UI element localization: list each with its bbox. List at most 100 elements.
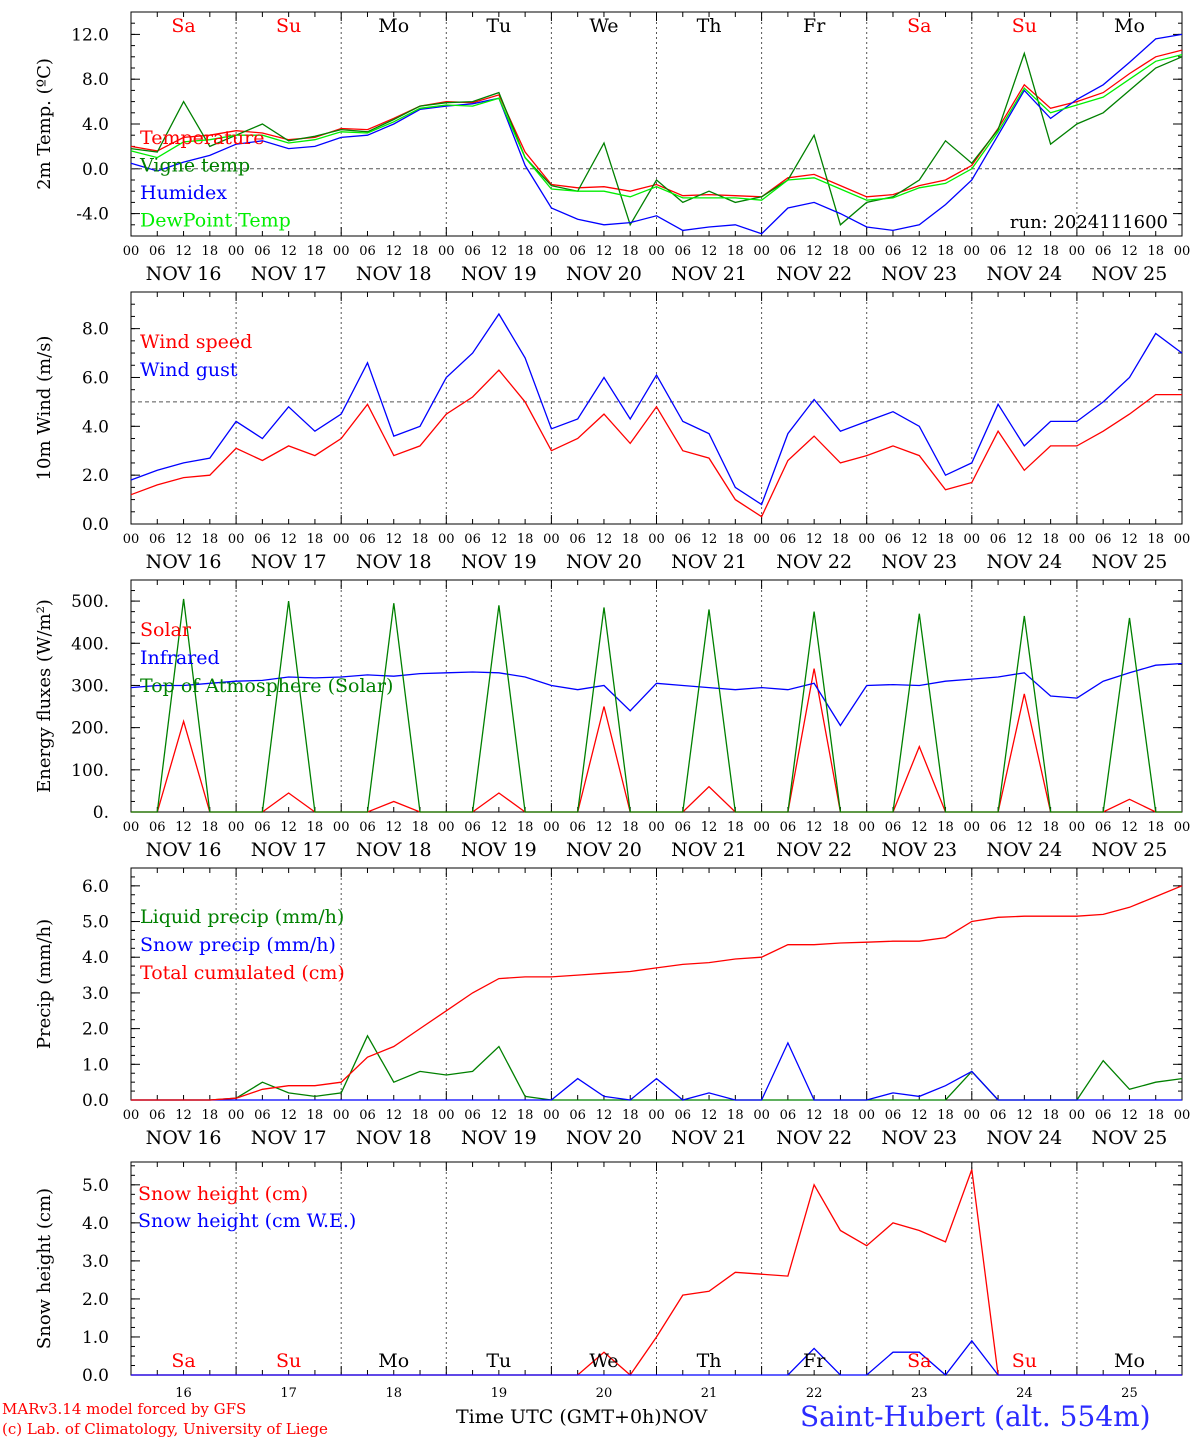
hour-tick-label: 00	[438, 244, 455, 259]
hour-tick-label: 06	[569, 1108, 586, 1123]
date-label: NOV 21	[671, 551, 747, 573]
hour-tick-label: 00	[123, 244, 140, 259]
hour-tick-label: 06	[780, 820, 797, 835]
hour-tick-label: 06	[149, 532, 166, 547]
y-tick-label: -4.0	[76, 205, 109, 225]
hour-tick-label: 12	[175, 244, 192, 259]
y-tick-label: 0.0	[82, 1366, 109, 1386]
day-name: Th	[697, 1350, 722, 1372]
y-tick-label: 100.	[71, 761, 109, 781]
hour-tick-label: 06	[885, 532, 902, 547]
hour-tick-label: 18	[937, 820, 954, 835]
time-axis-text: Time UTC (GMT+0h)	[456, 1406, 662, 1428]
legend-entry: Snow precip (mm/h)	[140, 934, 336, 956]
day-name: Sa	[171, 1350, 195, 1372]
y-axis-label: 10m Wind (m/s)	[34, 336, 55, 481]
series-line	[130, 33, 1183, 235]
date-label: NOV 16	[146, 1127, 222, 1149]
hour-tick-label: 18	[832, 532, 849, 547]
hour-tick-label: 06	[464, 244, 481, 259]
day-name: Tu	[486, 15, 511, 37]
day-number: 17	[280, 1386, 297, 1401]
hour-tick-label: 00	[964, 820, 981, 835]
date-label: NOV 18	[356, 839, 432, 861]
date-label: NOV 17	[251, 551, 327, 573]
hour-tick-label: 00	[543, 820, 560, 835]
time-axis-month: NOV	[661, 1406, 708, 1428]
date-label: NOV 24	[986, 1127, 1062, 1149]
day-name: Mo	[378, 15, 409, 37]
hour-tick-label: 12	[280, 532, 297, 547]
date-label: NOV 19	[461, 839, 537, 861]
hour-tick-label: 06	[780, 244, 797, 259]
hour-tick-label: 12	[806, 820, 823, 835]
hour-tick-label: 00	[964, 532, 981, 547]
hour-tick-label: 12	[701, 244, 718, 259]
day-number: 19	[491, 1386, 508, 1401]
date-label: NOV 19	[461, 1127, 537, 1149]
legend-entry: Humidex	[140, 182, 227, 204]
y-tick-label: 2.0	[82, 466, 109, 486]
series-line	[131, 885, 1183, 1101]
hour-tick-label: 18	[832, 820, 849, 835]
legend-entry: DewPoint Temp	[140, 210, 291, 232]
date-label: NOV 23	[881, 1127, 957, 1149]
model-credit: MARv3.14 model forced by GFS	[2, 1400, 247, 1418]
hour-tick-label: 00	[1174, 244, 1191, 259]
date-label: NOV 20	[566, 551, 642, 573]
y-tick-label: 2.0	[82, 1020, 109, 1040]
hour-tick-label: 18	[517, 1108, 534, 1123]
hour-tick-label: 12	[701, 1108, 718, 1123]
hour-tick-label: 06	[1095, 244, 1112, 259]
hour-tick-label: 06	[1095, 820, 1112, 835]
date-label: NOV 25	[1092, 839, 1168, 861]
hour-tick-label: 18	[1042, 820, 1059, 835]
y-tick-label: 200.	[71, 719, 109, 739]
hour-tick-label: 18	[727, 820, 744, 835]
series-line	[130, 369, 1182, 518]
hour-tick-label: 06	[885, 1108, 902, 1123]
legend-entry: Temperature	[140, 127, 264, 149]
hour-tick-label: 18	[412, 820, 429, 835]
legend-entry: Infrared	[140, 647, 220, 669]
hour-tick-label: 00	[543, 1108, 560, 1123]
y-tick-label: 8.0	[82, 320, 109, 340]
date-label: NOV 16	[146, 263, 222, 285]
hour-tick-label: 12	[806, 1108, 823, 1123]
hour-tick-label: 12	[385, 820, 402, 835]
hour-tick-label: 12	[1016, 244, 1033, 259]
hour-tick-label: 18	[937, 244, 954, 259]
hour-tick-label: 12	[596, 820, 613, 835]
hour-tick-label: 06	[990, 244, 1007, 259]
day-number: 24	[1016, 1386, 1033, 1401]
y-tick-label: 5.0	[82, 1176, 109, 1196]
y-tick-label: 4.0	[82, 948, 109, 968]
hour-tick-label: 12	[280, 820, 297, 835]
hour-tick-label: 12	[280, 1108, 297, 1123]
hour-tick-label: 18	[622, 1108, 639, 1123]
series-line	[130, 312, 1183, 506]
hour-tick-label: 00	[858, 1108, 875, 1123]
date-label: NOV 23	[881, 551, 957, 573]
y-tick-label: 0.	[93, 803, 109, 823]
date-label: NOV 21	[671, 263, 747, 285]
hour-tick-label: 06	[885, 244, 902, 259]
series-line	[131, 1034, 1183, 1101]
legend-entry: Liquid precip (mm/h)	[140, 906, 344, 928]
hour-tick-label: 12	[175, 532, 192, 547]
hour-tick-label: 12	[385, 244, 402, 259]
date-label: NOV 23	[881, 263, 957, 285]
hour-tick-label: 18	[307, 244, 324, 259]
hour-tick-label: 00	[543, 532, 560, 547]
date-label: NOV 22	[776, 551, 852, 573]
y-axis-label: Energy fluxes (W/m²)	[34, 599, 55, 793]
day-name: Mo	[378, 1350, 409, 1372]
day-number: 16	[175, 1386, 192, 1401]
date-label: NOV 25	[1092, 263, 1168, 285]
y-tick-label: 0.0	[82, 1091, 109, 1111]
hour-tick-label: 00	[1174, 532, 1191, 547]
hour-tick-label: 00	[1069, 532, 1086, 547]
hour-tick-label: 06	[464, 820, 481, 835]
hour-tick-label: 06	[675, 244, 692, 259]
day-name: Su	[276, 15, 301, 37]
